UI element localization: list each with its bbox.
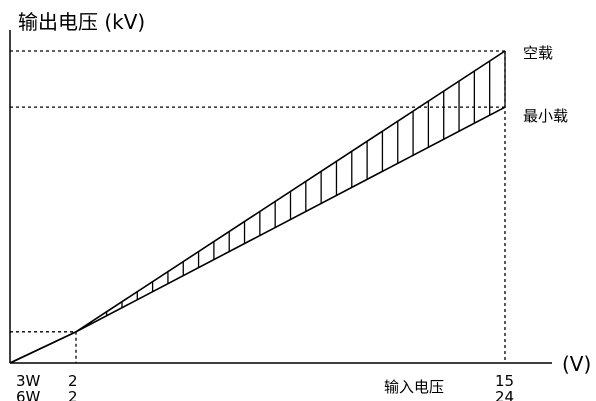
legend-label-min-load: 最小载 <box>523 107 568 125</box>
x-tick-model-6w: 6W <box>16 388 41 401</box>
x-tick-6w-low: 2 <box>68 388 78 401</box>
x-tick-6w-high: 24 <box>495 388 514 401</box>
x-axis-unit: (V) <box>562 352 591 376</box>
series-lines <box>9 50 506 364</box>
series-line-min-load <box>9 106 506 364</box>
hatched-region <box>90 51 506 324</box>
x-tick-3w-high: 15 <box>495 372 514 390</box>
legend-label-no-load: 空载 <box>523 44 553 62</box>
x-tick-3w-low: 2 <box>68 372 78 390</box>
dotted-guide-lines <box>10 50 506 363</box>
chart-axes <box>9 30 552 364</box>
series-line-no-load <box>9 50 506 364</box>
x-axis-label: 输入电压 <box>384 378 444 396</box>
x-tick-model-3w: 3W <box>16 372 41 390</box>
y-axis-label: 输出电压 (kV) <box>18 10 145 34</box>
